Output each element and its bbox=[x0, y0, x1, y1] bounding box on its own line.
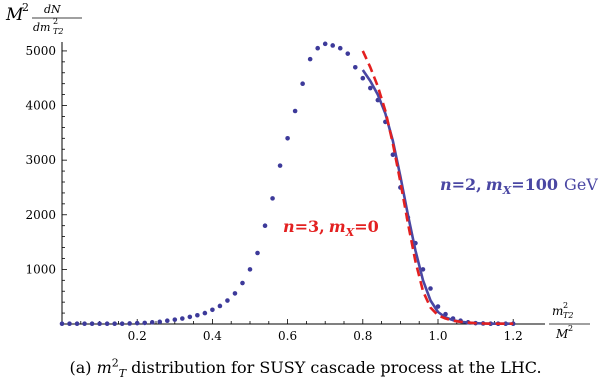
data-point bbox=[240, 280, 245, 286]
data-point bbox=[59, 321, 65, 327]
y-label-frac-num: dN bbox=[44, 3, 61, 16]
y-tick-label: 3000 bbox=[25, 153, 56, 167]
data-point bbox=[292, 108, 298, 114]
data-point bbox=[195, 312, 200, 318]
x-tick-label: 0.2 bbox=[128, 329, 147, 343]
data-point bbox=[127, 321, 132, 326]
x-tick-label: 1.0 bbox=[428, 329, 447, 343]
caption-m-sup: 2 bbox=[111, 356, 119, 370]
y-label-sup: 2 bbox=[22, 1, 29, 14]
data-point bbox=[262, 223, 268, 228]
data-point bbox=[74, 321, 80, 327]
data-point bbox=[164, 318, 170, 324]
data-point bbox=[67, 321, 72, 327]
x-label-num-sup: 2 bbox=[563, 301, 568, 310]
caption-prefix: (a) bbox=[69, 358, 97, 377]
data-point bbox=[82, 321, 87, 327]
figure-caption: (a) m2T distribution for SUSY cascade pr… bbox=[0, 356, 611, 381]
data-point bbox=[315, 45, 320, 51]
y-label-frac-den-sup: 2 bbox=[53, 17, 58, 26]
x-tick-label: 0.4 bbox=[203, 329, 222, 343]
data-point bbox=[112, 321, 117, 327]
data-point bbox=[210, 307, 215, 313]
data-point bbox=[134, 320, 140, 326]
x-tick-label: 1.2 bbox=[504, 329, 523, 343]
x-label-num-sub: T2 bbox=[563, 311, 573, 320]
data-point bbox=[360, 75, 366, 81]
x-label-den-sup: 2 bbox=[568, 324, 573, 333]
series-label-n2: n=2, mX=100 GeV bbox=[440, 175, 598, 197]
data-point bbox=[217, 303, 223, 309]
data-point bbox=[142, 320, 148, 326]
x-label-num: m bbox=[552, 304, 563, 318]
data-point bbox=[225, 298, 230, 303]
y-tick-label: 4000 bbox=[25, 99, 56, 113]
data-point bbox=[202, 310, 208, 316]
data-point bbox=[277, 163, 283, 168]
x-label-den: M bbox=[555, 327, 569, 341]
data-point bbox=[285, 136, 290, 141]
y-tick-label: 1000 bbox=[25, 262, 56, 276]
data-point bbox=[187, 314, 193, 320]
data-point bbox=[247, 267, 253, 272]
y-label-main: M bbox=[5, 5, 24, 25]
x-tick-label: 0.6 bbox=[278, 329, 297, 343]
y-tick-label: 5000 bbox=[25, 44, 56, 58]
data-point bbox=[270, 196, 275, 201]
data-point bbox=[337, 45, 343, 51]
data-point bbox=[157, 319, 163, 325]
data-point bbox=[390, 152, 396, 157]
data-point bbox=[255, 250, 260, 256]
y-label-frac-den: dm bbox=[33, 21, 50, 34]
data-point bbox=[435, 304, 441, 309]
data-point bbox=[97, 321, 102, 327]
data-point bbox=[307, 56, 313, 62]
data-point bbox=[330, 43, 336, 48]
chart-plot: M 2 dN dm 2 T2 m 2 T2 M 2 0.2 0.4 0.6 0.8 1.… bbox=[5, 1, 598, 343]
data-point bbox=[232, 291, 238, 296]
x-tick-label: 0.8 bbox=[353, 329, 372, 343]
data-point bbox=[104, 321, 110, 327]
data-point bbox=[368, 85, 373, 91]
series-line-n3 bbox=[361, 50, 514, 325]
data-point bbox=[300, 81, 305, 86]
caption-suffix: distribution for SUSY cascade process at… bbox=[126, 358, 542, 377]
y-axis-label: M 2 dN dm 2 T2 bbox=[5, 1, 82, 36]
y-label-frac-den-sub: T2 bbox=[53, 27, 63, 36]
caption-m: m bbox=[96, 358, 112, 377]
caption-m-sub: T bbox=[118, 367, 127, 381]
data-point bbox=[149, 320, 155, 325]
y-tick-label: 2000 bbox=[25, 208, 56, 222]
data-point bbox=[119, 321, 125, 327]
series-label-n3: n=3, mX=0 bbox=[283, 217, 379, 239]
data-point bbox=[428, 286, 433, 291]
data-point bbox=[89, 321, 95, 327]
axes: 0.2 0.4 0.6 0.8 1.0 1.2 1000 2000 3000 4000 5000 bbox=[25, 42, 545, 343]
data-point bbox=[172, 317, 178, 322]
series-layer bbox=[59, 41, 516, 327]
x-axis-label: m 2 T2 M 2 bbox=[549, 301, 590, 341]
data-point bbox=[352, 65, 358, 70]
data-point bbox=[345, 51, 351, 56]
data-point bbox=[180, 316, 185, 321]
data-point bbox=[322, 41, 328, 47]
